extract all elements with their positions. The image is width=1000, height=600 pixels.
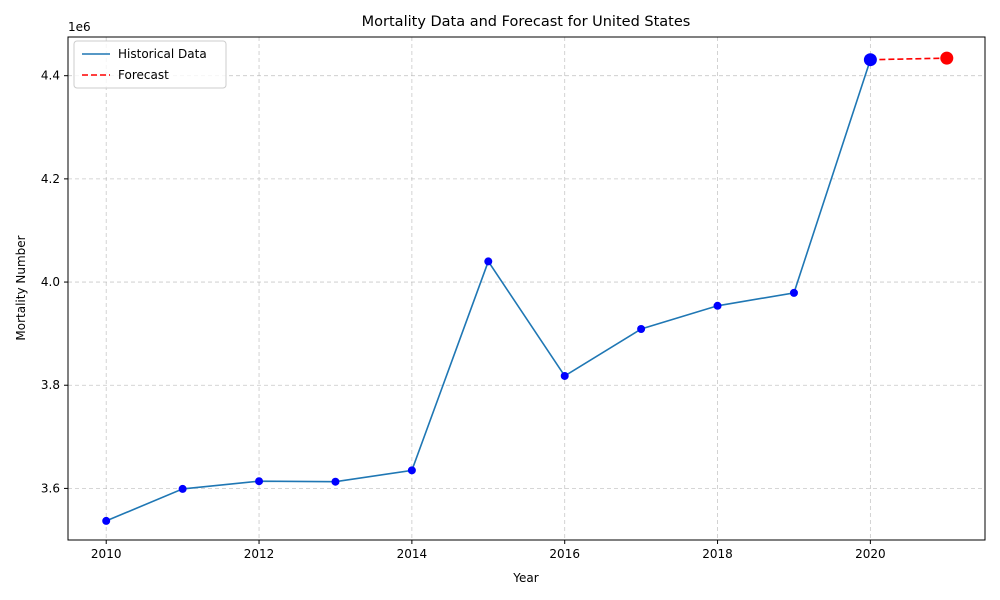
x-tick-label: 2012: [244, 547, 275, 561]
data-point: [102, 516, 111, 525]
x-axis-ticks: 2010 2012 2014 2016 2018 2020: [91, 540, 886, 561]
axes-frame: [67, 36, 986, 541]
plot-area: [102, 51, 954, 525]
y-offset-label: 1e6: [68, 20, 91, 34]
legend-box: [73, 40, 227, 89]
data-point: [331, 477, 340, 486]
highlight-point: [940, 51, 954, 65]
data-point: [484, 257, 493, 266]
y-axis-label: Mortality Number: [14, 235, 28, 340]
y-tick-label: 4.4: [41, 69, 60, 83]
x-tick-label: 2020: [855, 547, 886, 561]
y-tick-label: 3.8: [41, 378, 60, 392]
data-point: [407, 466, 416, 475]
chart-title: Mortality Data and Forecast for United S…: [362, 14, 691, 30]
y-tick-label: 4.0: [41, 275, 60, 289]
y-axis-ticks: 3.6 3.8 4.0 4.2 4.4: [41, 69, 68, 495]
data-point: [255, 477, 264, 486]
x-tick-label: 2014: [397, 547, 428, 561]
legend-historical-label: Historical Data: [118, 47, 207, 61]
legend-forecast-label: Forecast: [118, 68, 169, 82]
data-point: [713, 301, 722, 310]
x-tick-label: 2016: [549, 547, 580, 561]
highlight-point: [863, 53, 877, 67]
data-point: [560, 371, 569, 380]
y-tick-label: 4.2: [41, 172, 60, 186]
grid: [68, 37, 985, 540]
y-tick-label: 3.6: [41, 481, 60, 495]
x-axis-label: Year: [512, 571, 538, 585]
x-tick-label: 2010: [91, 547, 122, 561]
legend: Historical Data Forecast: [73, 40, 227, 89]
data-point: [637, 324, 646, 333]
series-line-forecast: [870, 57, 947, 61]
data-point: [178, 484, 187, 493]
x-tick-label: 2018: [702, 547, 733, 561]
data-point: [789, 288, 798, 297]
